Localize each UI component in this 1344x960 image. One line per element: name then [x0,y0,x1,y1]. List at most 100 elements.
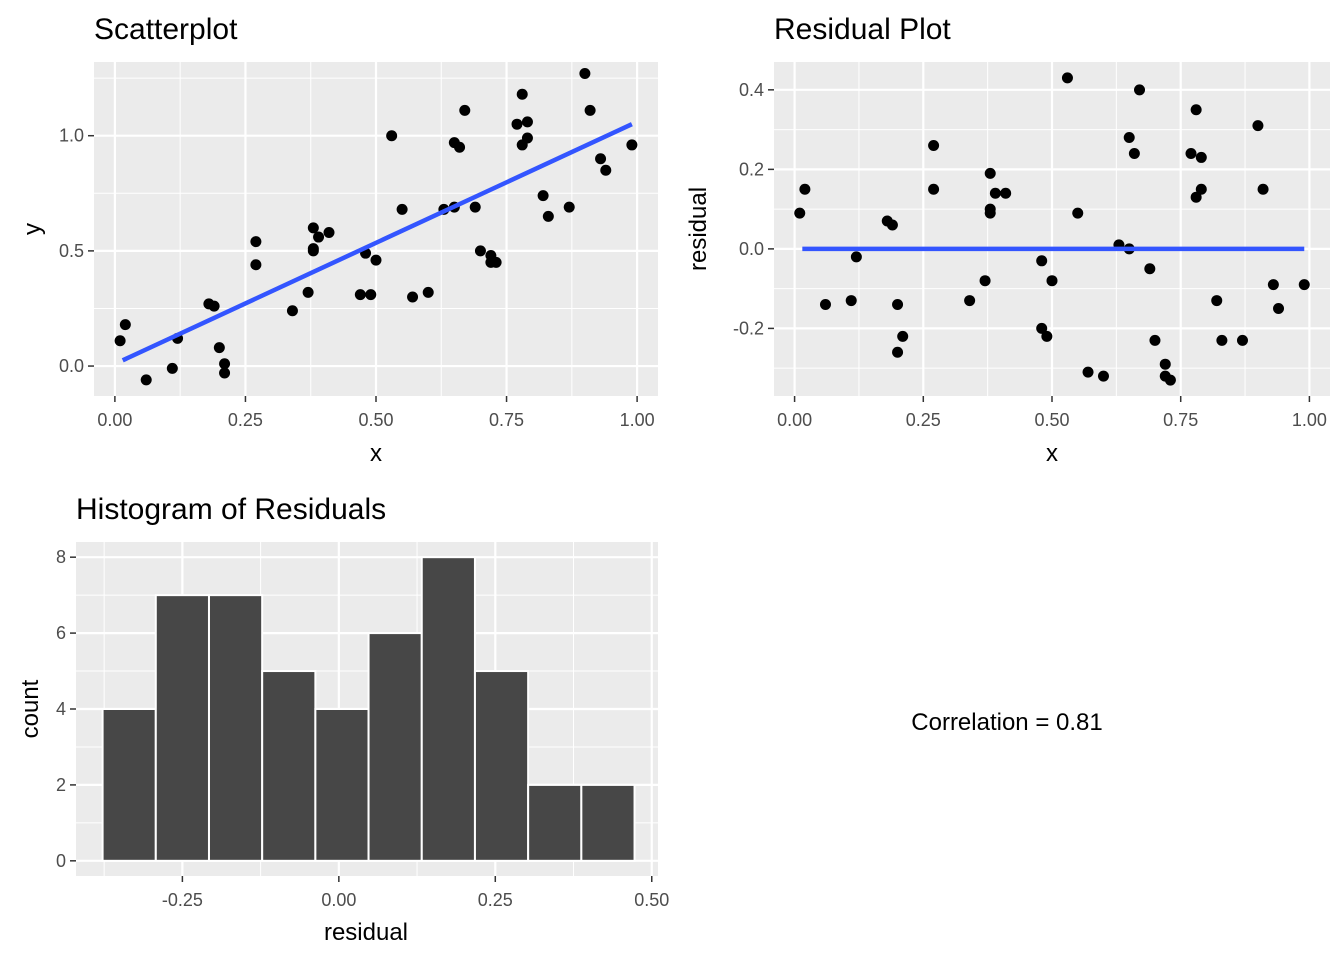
scatterplot-point [600,164,612,176]
residual-plot-point [1000,187,1012,199]
histogram-ticks: -0.25 0.00 0.25 0.50 0 2 4 6 8 [56,547,669,910]
scatterplot-point [407,291,419,303]
residual-plot-point [1097,370,1109,382]
scatterplot-x-axis-label: x [370,440,382,467]
scatterplot-point [219,367,231,379]
scatterplot-point [213,342,225,354]
histogram-x-axis-label: residual [324,919,408,946]
scatterplot-point [286,305,298,317]
residual-plot-point [928,183,940,195]
histogram-bar [154,594,210,862]
histogram-bar [101,708,157,862]
residual-plot-point [1144,263,1156,275]
residual-plot-point [799,183,811,195]
histogram-bar [367,632,423,862]
scatterplot-point [140,374,152,386]
residual-plot-point [1164,374,1176,386]
scatterplot-title: Scatterplot [94,13,238,46]
residual-plot-point [1082,366,1094,378]
scatterplot-point [521,116,533,128]
residual-plot-point [1298,279,1310,291]
residual-plot-point [845,295,857,307]
scatterplot-point [579,68,591,80]
scatterplot-panel: Scatterplot 0.00 0.25 0.50 0.75 1.00 0.0 0.5 1.… [19,13,658,467]
scatterplot-y-tick-label: 1.0 [59,126,84,146]
scatterplot-point [323,226,335,238]
histogram-bar [527,783,583,862]
scatterplot-x-tick-label: 0.00 [97,410,132,430]
scatterplot-point [516,88,528,100]
scatterplot-point [250,259,262,271]
residual-plot-point [1036,322,1048,334]
residual-plot-point [1159,358,1171,370]
residual-plot-point [892,299,904,311]
residual-plot-point [964,295,976,307]
residual-plot-point [1216,334,1228,346]
histogram-y-tick-label: 8 [56,547,66,567]
residual-plot-x-tick-label: 0.75 [1163,410,1198,430]
correlation-annotation: Correlation = 0.81 [911,709,1102,736]
scatterplot-point [563,201,575,213]
scatterplot-point [307,245,319,257]
histogram-bar [473,670,530,862]
residual-plot-point [928,140,940,151]
residual-plot-point [984,167,996,179]
scatterplot-marks [114,68,638,386]
scatterplot-grid [94,62,658,396]
scatterplot-point [626,139,638,151]
histogram-y-tick-label: 0 [56,851,66,871]
residual-plot-point [1190,191,1202,203]
residual-plot-y-axis-label: residual [685,187,712,271]
residual-plot-point [892,346,904,358]
histogram-y-tick-label: 2 [56,775,66,795]
residual-plot-point [1236,334,1248,346]
residual-plot-point [1134,84,1146,96]
scatterplot-point [302,286,314,298]
residual-plot-point [1046,275,1058,287]
scatterplot-x-tick-label: 1.00 [620,410,655,430]
residual-plot-point [897,330,909,342]
residual-plot-point [1252,120,1264,132]
histogram-bar [580,783,636,862]
histogram-marks [101,556,636,862]
scatterplot-point [511,118,523,130]
histogram-bar [261,670,317,862]
residual-plot-x-axis-label: x [1046,440,1058,467]
residual-plot-point [1149,334,1161,346]
residual-plot-point [1061,72,1073,84]
scatterplot-point [422,286,434,298]
scatterplot-point [542,210,554,222]
scatterplot-point [490,256,502,268]
histogram-x-tick-label: 0.00 [321,890,356,910]
residual-plot-point [1072,207,1084,219]
residual-plot-y-tick-label: -0.2 [733,318,764,338]
residual-plot-ticks: 0.00 0.25 0.50 0.75 1.00 -0.2 0.0 0.2 0.4 [733,80,1327,430]
residual-plot-point [989,187,1001,199]
scatterplot-point [469,201,481,213]
histogram-x-tick-label: -0.25 [162,890,203,910]
residual-plot-x-tick-label: 0.25 [906,410,941,430]
scatterplot-point [119,319,131,331]
residual-plot-point [819,299,831,311]
scatterplot-point [354,289,366,301]
residual-plot-point [850,251,862,263]
residual-plot-y-tick-label: 0.2 [739,159,764,179]
scatterplot-point [208,300,220,312]
histogram-y-tick-label: 6 [56,623,66,643]
scatterplot-point [250,236,262,248]
scatterplot-point [396,203,408,215]
scatterplot-point [365,289,377,301]
residual-plot-point [1128,147,1140,159]
scatterplot-point [521,132,533,144]
residual-plot-panel: Residual Plot 0.00 0.25 0.50 0.75 1.00-0.20.… [685,13,1330,467]
histogram-panel: Histogram of Residuals -0.25 0.00 0.25 0.50… [17,493,669,946]
residual-plot-y-tick-label: 0.0 [739,239,764,259]
histogram-title: Histogram of Residuals [76,493,386,526]
residual-plot-point [794,207,806,219]
histogram-x-tick-label: 0.50 [634,890,669,910]
scatterplot-point [114,335,126,347]
scatterplot-x-tick-label: 0.25 [228,410,263,430]
histogram-y-tick-label: 4 [56,699,66,719]
scatterplot-point [595,153,607,165]
